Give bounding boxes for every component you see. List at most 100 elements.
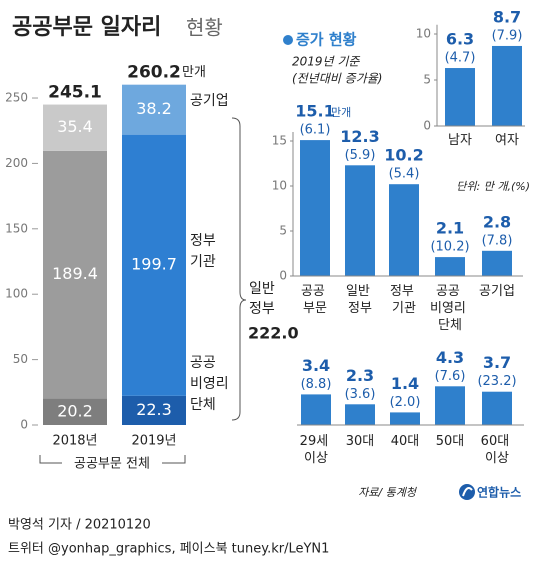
y-tick-label: 0 bbox=[279, 269, 287, 283]
annotation-label: 일반 정부 bbox=[249, 281, 279, 317]
bar bbox=[445, 68, 475, 126]
segment-label: 189.4 bbox=[52, 264, 98, 283]
rate-label: (3.6) bbox=[345, 387, 376, 402]
x-tick-label: 2019년 bbox=[131, 434, 176, 449]
total-label: 245.1 bbox=[48, 83, 102, 103]
x-tick-label: 남자 bbox=[448, 133, 472, 148]
x-tick-label: 30대 bbox=[346, 434, 375, 449]
bar-segment bbox=[43, 104, 107, 151]
value-label: 4.3 bbox=[436, 348, 464, 367]
x-tick-label: 공공 부문 bbox=[301, 284, 329, 316]
y-tick-label: 50 bbox=[13, 352, 28, 366]
bar bbox=[300, 140, 330, 276]
bracket bbox=[231, 117, 247, 421]
y-tick-label: 250 bbox=[5, 91, 28, 105]
rate-label: (7.6) bbox=[435, 369, 466, 384]
y-tick-label: 5 bbox=[423, 73, 431, 87]
annotation-value: 222.0 bbox=[248, 324, 299, 343]
bar-segment bbox=[43, 150, 107, 399]
logo-mark bbox=[459, 484, 475, 500]
bar bbox=[389, 184, 419, 276]
logo: 연합뉴스 bbox=[477, 485, 521, 500]
x-tick-label: 여자 bbox=[495, 133, 519, 148]
source: 자료/ 통계청 bbox=[358, 486, 418, 499]
logo-swirl bbox=[462, 487, 473, 497]
title: 공공부문 일자리 bbox=[12, 15, 161, 40]
rate-label: (23.2) bbox=[477, 374, 516, 389]
bar bbox=[345, 165, 375, 276]
byline: 박영석 기자 / 20210120 bbox=[8, 518, 151, 533]
rate-label: (7.8) bbox=[482, 233, 513, 248]
title-suffix: 현황 bbox=[186, 16, 223, 40]
value-label: 15.1 bbox=[295, 102, 334, 121]
bullet bbox=[283, 35, 293, 45]
x-tick-label: 공기업 bbox=[479, 284, 515, 299]
bar bbox=[482, 250, 512, 276]
legend-label: 공기업 bbox=[190, 93, 229, 109]
rate-label: (5.4) bbox=[389, 167, 420, 182]
segment-label: 35.4 bbox=[57, 117, 93, 136]
total-label: 260.2 bbox=[127, 63, 181, 83]
x-tick-label: 2018년 bbox=[52, 434, 97, 449]
y-tick-label: 5 bbox=[279, 224, 287, 238]
value-label: 10.2 bbox=[384, 146, 423, 165]
bar bbox=[435, 386, 465, 425]
group-bracket bbox=[39, 455, 186, 464]
bar bbox=[492, 45, 522, 126]
bar-segment bbox=[43, 398, 107, 425]
y-tick-label: 10 bbox=[272, 179, 287, 193]
value-label: 8.7 bbox=[493, 7, 521, 26]
y-tick-label: 0 bbox=[423, 119, 431, 133]
segment-label: 199.7 bbox=[131, 255, 177, 274]
value-unit: 만개 bbox=[331, 106, 351, 119]
inset-title: 증가 현황 bbox=[296, 31, 357, 49]
y-tick-label: 150 bbox=[5, 221, 28, 235]
segment-label: 20.2 bbox=[57, 401, 93, 420]
y-tick-label: 100 bbox=[5, 287, 28, 301]
total-unit: 만개 bbox=[182, 65, 206, 80]
segment-label: 38.2 bbox=[136, 99, 172, 118]
bar bbox=[301, 394, 331, 425]
x-tick-label: 공공 비영리 단체 bbox=[430, 284, 470, 333]
y-tick-label: 200 bbox=[5, 156, 28, 170]
bar-segment bbox=[122, 395, 186, 425]
value-label: 3.7 bbox=[483, 353, 511, 372]
rate-label: (7.9) bbox=[492, 28, 523, 43]
value-label: 12.3 bbox=[340, 127, 379, 146]
bar bbox=[345, 404, 375, 425]
legend-label: 공공 비영리 단체 bbox=[190, 355, 233, 413]
legend-label: 정부 기관 bbox=[190, 233, 220, 270]
x-tick-label: 29세 이상 bbox=[300, 434, 333, 466]
value-label: 6.3 bbox=[446, 30, 474, 49]
x-tick-label: 50대 bbox=[436, 434, 465, 449]
group-label: 공공부문 전체 bbox=[74, 457, 150, 472]
rate-label: (2.0) bbox=[390, 395, 421, 410]
bar bbox=[482, 391, 512, 425]
rate-label: (6.1) bbox=[300, 123, 331, 138]
rate-label: (10.2) bbox=[430, 240, 469, 255]
x-tick-label: 정부 기관 bbox=[390, 284, 418, 316]
subtitle: 2019년 기준 bbox=[292, 55, 360, 69]
subtitle: (전년대비 증가율) bbox=[292, 72, 382, 86]
bar-segment bbox=[122, 84, 186, 135]
y-tick-label: 10 bbox=[416, 27, 431, 41]
y-tick-label: 15 bbox=[272, 134, 287, 148]
y-tick-label: 0 bbox=[20, 418, 28, 432]
x-tick-label: 일반 정부 bbox=[346, 284, 374, 316]
bar bbox=[435, 257, 465, 276]
x-tick-label: 60대 이상 bbox=[481, 434, 514, 466]
unit-note: 단위: 만 개,(%) bbox=[456, 180, 530, 193]
segment-label: 22.3 bbox=[136, 400, 172, 419]
rate-label: (5.9) bbox=[345, 148, 376, 163]
value-label: 2.3 bbox=[346, 366, 374, 385]
rate-label: (8.8) bbox=[301, 377, 332, 392]
social: 트위터 @yonhap_graphics, 페이스북 tuney.kr/LeYN… bbox=[8, 542, 329, 557]
value-label: 3.4 bbox=[302, 356, 330, 375]
value-label: 2.8 bbox=[483, 212, 511, 231]
x-tick-label: 40대 bbox=[391, 434, 420, 449]
value-label: 2.1 bbox=[436, 219, 464, 238]
bar bbox=[390, 412, 420, 425]
value-label: 1.4 bbox=[391, 374, 419, 393]
bar-segment bbox=[122, 134, 186, 396]
